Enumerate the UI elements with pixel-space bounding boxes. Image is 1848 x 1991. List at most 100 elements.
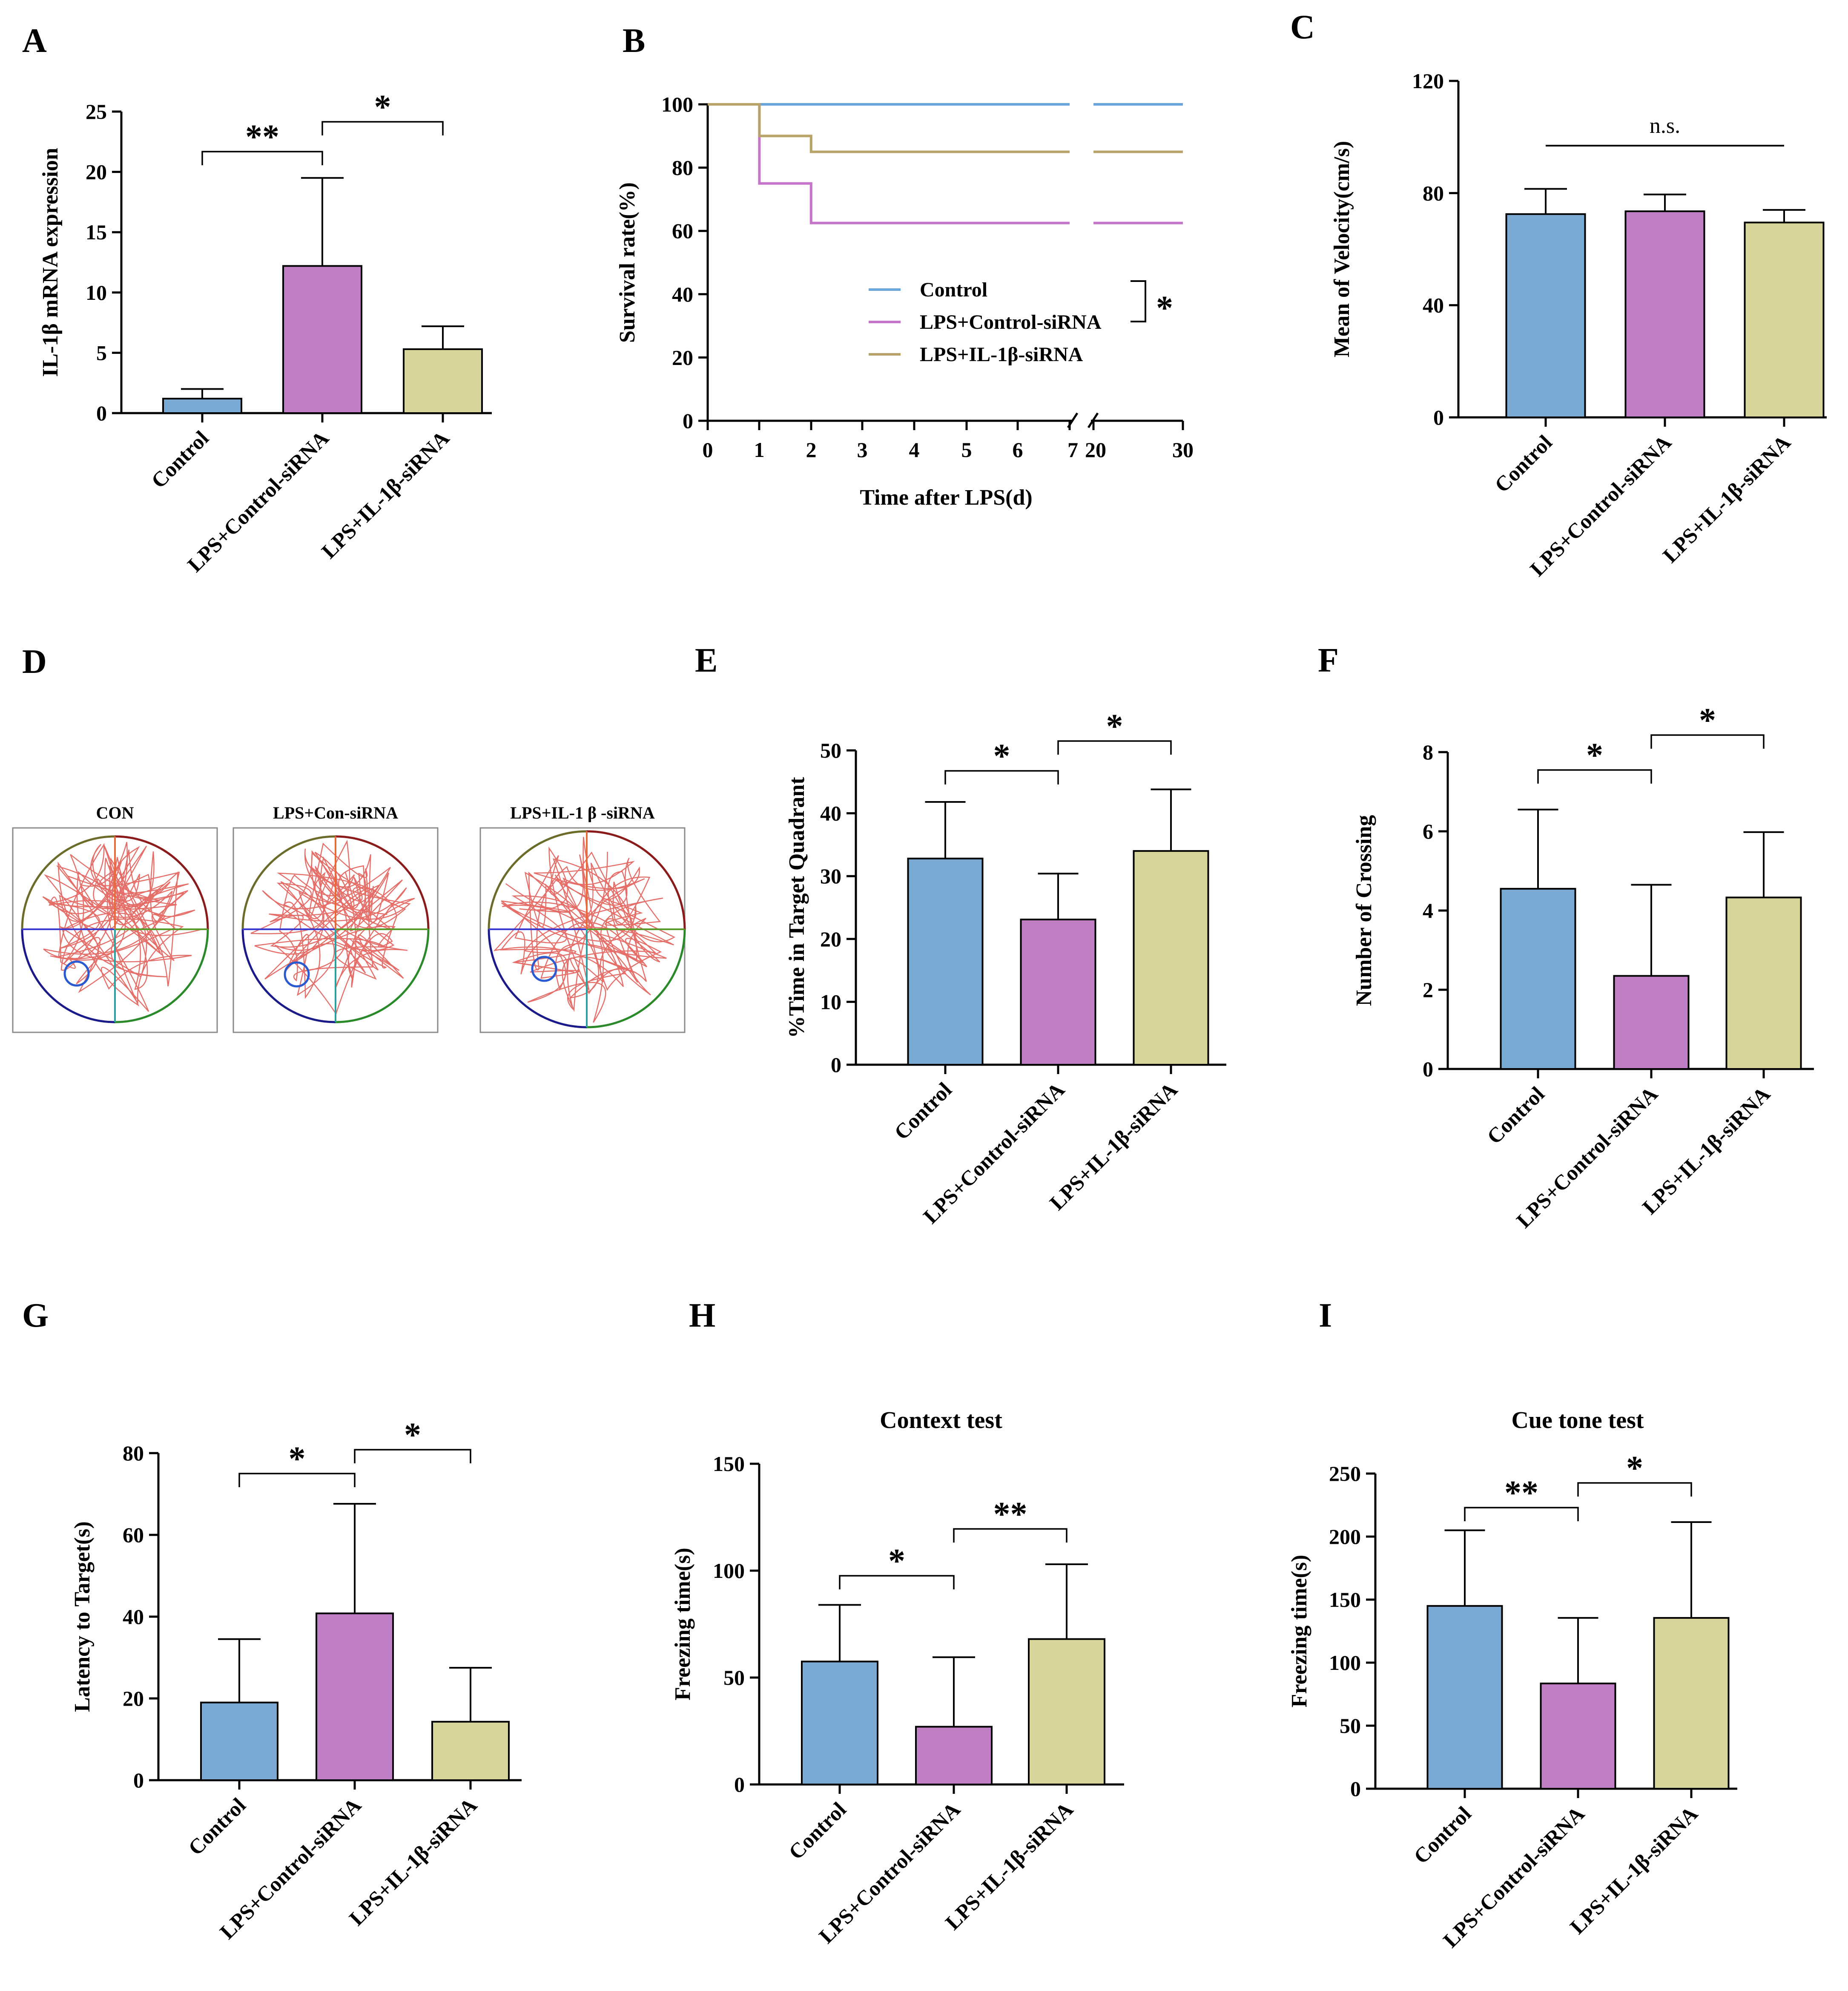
- legend-label: LPS+IL-1β-siRNA: [920, 343, 1083, 366]
- x-tick-label: 3: [857, 438, 868, 462]
- category-label: Control: [890, 1077, 956, 1144]
- panel-B-chart: 0 20 40 60 80 100 0 1 2 3 4 5 6 7 20 30 Time after LPS(d…: [615, 92, 1194, 510]
- bar-lps-control-sirna: [1540, 1682, 1616, 1790]
- panel-D-maze-tracks: CON LPS+Con-siRNA LPS+IL-1 β -siRNA: [12, 803, 686, 1033]
- y-tick-label: 80: [672, 156, 693, 180]
- category-label: Control: [1490, 430, 1557, 497]
- category-label: LPS+IL-1β-siRNA: [1045, 1077, 1182, 1215]
- panel-G-chart: 0 20 40 60 80 Latency to Target(s) Control LPS+…: [70, 1416, 522, 1944]
- significance-bracket: [1577, 1482, 1692, 1497]
- bar-lps-il1b-sirna: [1653, 1617, 1730, 1790]
- significance-label: *: [1626, 1450, 1643, 1487]
- significance-label: **: [1504, 1474, 1538, 1512]
- bar-lps-control-sirna: [316, 1612, 394, 1781]
- y-tick-label: 40: [123, 1605, 144, 1629]
- bar-lps-il1b-sirna: [1133, 850, 1209, 1066]
- significance-bracket: [839, 1575, 955, 1589]
- y-tick-label: 50: [723, 1666, 745, 1689]
- legend-label: LPS+Control-siRNA: [920, 311, 1102, 333]
- maze-label: CON: [96, 803, 134, 822]
- significance-bracket: [1464, 1507, 1579, 1521]
- category-label: Control: [1409, 1801, 1476, 1868]
- y-axis-label: Mean of Velocity(cm/s): [1330, 141, 1354, 357]
- x-axis-label: Time after LPS(d): [860, 486, 1032, 510]
- significance-bracket: [238, 1473, 356, 1487]
- pool-quadrant-arc: [488, 830, 587, 930]
- y-tick-label: 4: [1423, 899, 1433, 922]
- y-tick-label: 8: [1423, 740, 1433, 764]
- y-tick-label: 60: [123, 1523, 144, 1547]
- significance-label: *: [1156, 290, 1173, 327]
- bar-lps-control-sirna: [1020, 919, 1096, 1066]
- chart-title: Cue tone test: [1511, 1407, 1644, 1434]
- y-tick-label: 50: [1340, 1714, 1361, 1738]
- bar-control: [907, 857, 984, 1066]
- y-tick-label: 20: [86, 160, 107, 184]
- y-tick-label: 100: [1329, 1651, 1361, 1675]
- panel-label: I: [1319, 1297, 1332, 1334]
- y-tick-label: 20: [820, 927, 841, 951]
- panel-label: E: [695, 642, 717, 679]
- pool-quadrant-arc: [21, 835, 115, 930]
- y-tick-label: 80: [123, 1441, 144, 1465]
- bar-control: [801, 1661, 878, 1786]
- y-tick-label: 80: [1423, 181, 1444, 205]
- y-tick-label: 2: [1423, 978, 1433, 1002]
- panel-E-chart: 0 10 20 30 40 50 %Time in Target Quadrant Contr…: [785, 708, 1226, 1228]
- significance-label: *: [289, 1440, 306, 1478]
- axis-break-mark: [1087, 412, 1099, 428]
- significance-bracket: [1650, 734, 1765, 749]
- panel-C-chart: 0 40 80 120 Mean of Velocity(cm/s) Control LPS…: [1330, 69, 1827, 581]
- y-axis-label: Survival rate(%): [615, 182, 640, 343]
- y-axis-label: IL-1β mRNA expression: [38, 148, 63, 377]
- y-tick-label: 0: [96, 401, 107, 425]
- significance-bracket: [354, 1449, 471, 1463]
- swim-path: [493, 836, 675, 1023]
- bar-lps-il1b-sirna: [1744, 221, 1825, 418]
- pool-quadrant-arc: [586, 830, 686, 930]
- pool-quadrant-arc: [21, 929, 115, 1023]
- panel-label: H: [689, 1297, 715, 1334]
- x-tick-label: 6: [1013, 438, 1023, 462]
- y-axis-label: Freezing time(s): [671, 1548, 695, 1701]
- panel-I-chart: 0 50 100 150 200 250 Freezing time(s) Cue tone …: [1287, 1407, 1737, 1952]
- significance-label: *: [404, 1416, 421, 1454]
- y-tick-label: 100: [713, 1559, 745, 1583]
- y-tick-label: 40: [820, 802, 841, 825]
- pool-quadrant-arc: [115, 929, 209, 1023]
- bar-lps-il1b-sirna: [1725, 896, 1802, 1070]
- pool-quadrant-arc: [241, 835, 336, 930]
- y-tick-label: 15: [86, 220, 107, 244]
- y-tick-label: 10: [820, 990, 841, 1014]
- panel-A-chart: 0 5 10 15 20 25 IL-1β mRNA expression Control LP…: [38, 89, 492, 577]
- significance-bracket: [201, 151, 323, 165]
- y-axis-label: Number of Crossing: [1352, 815, 1376, 1006]
- category-label: LPS+IL-1β-siRNA: [344, 1793, 482, 1930]
- y-tick-label: 250: [1329, 1462, 1361, 1485]
- y-tick-label: 25: [86, 100, 107, 124]
- significance-bracket: [321, 121, 444, 135]
- x-tick-label: 20: [1085, 438, 1106, 462]
- maze-label: LPS+Con-siRNA: [273, 803, 398, 822]
- y-tick-label: 120: [1412, 69, 1444, 93]
- bar-control: [1500, 888, 1576, 1070]
- swim-path: [42, 842, 202, 1012]
- bar-lps-control-sirna: [282, 265, 362, 414]
- bar-control: [1505, 213, 1586, 418]
- y-tick-label: 6: [1423, 819, 1433, 843]
- chart-title: Context test: [880, 1407, 1002, 1434]
- significance-label: *: [1586, 737, 1603, 774]
- survival-line-lps-control-sirna: [708, 103, 1070, 224]
- pool-quadrant-arc: [241, 929, 336, 1023]
- y-axis-label: Latency to Target(s): [70, 1521, 95, 1712]
- y-tick-label: 100: [661, 92, 693, 116]
- y-tick-label: 40: [1423, 293, 1444, 317]
- y-tick-label: 0: [133, 1768, 144, 1792]
- y-axis-label: Freezing time(s): [1287, 1555, 1311, 1708]
- legend-label: Control: [920, 279, 987, 301]
- panel-labels: A B C D E F G H I: [22, 9, 1339, 1334]
- pool-quadrant-arc: [335, 835, 430, 930]
- bar-control: [162, 398, 242, 414]
- significance-label: **: [245, 118, 279, 156]
- bar-lps-control-sirna: [915, 1726, 993, 1785]
